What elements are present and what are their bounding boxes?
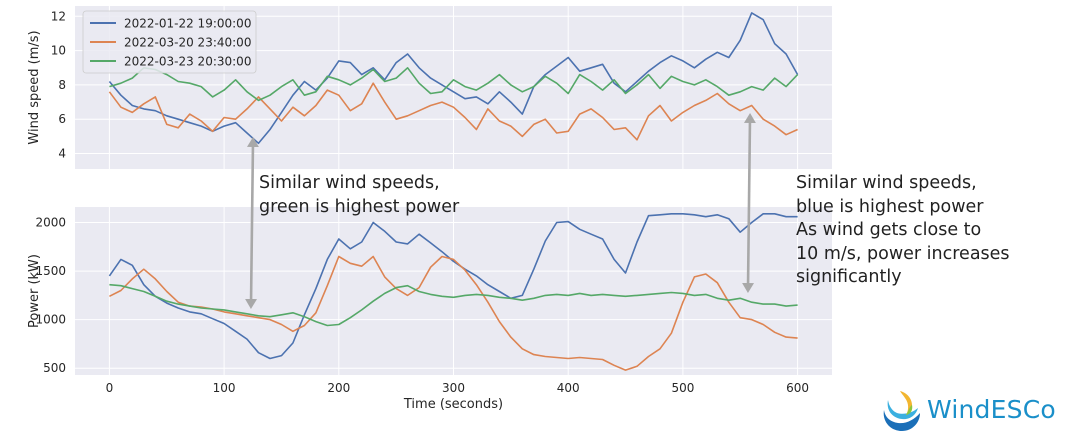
series-line-1 (108, 12, 799, 145)
logo-text: WindESCo (927, 395, 1056, 424)
x-tick-label: 600 (786, 381, 809, 395)
annotation-right: Similar wind speeds, blue is highest pow… (796, 172, 1010, 290)
y-tick-label: 12 (51, 9, 66, 23)
annotation-arrows (245, 113, 756, 309)
y-axis-label: Wind speed (m/s) (27, 30, 42, 144)
y-tick-label: 2000 (35, 216, 66, 230)
y-tick-label: 1000 (35, 313, 66, 327)
x-tick-label: 100 (213, 381, 236, 395)
y-tick-label: 500 (43, 361, 66, 375)
x-axis-label: Time (seconds) (403, 397, 503, 412)
arrow-right (742, 113, 756, 293)
annotation-right-line: As wind gets close to (796, 220, 982, 240)
y-axis-label: Power (kW) (27, 254, 42, 328)
series-line-3 (109, 283, 798, 327)
y-tick-label: 4 (58, 147, 66, 161)
x-tick-label: 200 (327, 381, 350, 395)
legend-entry: 2022-03-23 20:30:00 (124, 55, 251, 69)
series-line-3 (109, 67, 799, 102)
annotation-left-line: green is highest power (259, 196, 460, 217)
chart-panel-top: 4 6 8 10 12 Wind speed (m/s) 2022-01-22 19:00:… (27, 6, 832, 169)
annotation-right-line: blue is highest power (796, 196, 984, 217)
x-tick-label: 300 (442, 381, 465, 395)
x-tick-label: 0 (106, 381, 114, 395)
annotation-left-line: Similar wind speeds, (259, 173, 440, 193)
annotation-right-line: significantly (796, 267, 902, 287)
y-tick-label: 6 (58, 112, 66, 126)
windesco-logo: WindESCo (878, 388, 1063, 434)
series-line-2 (108, 82, 798, 141)
x-tick-label: 500 (671, 381, 694, 395)
annotation-right-line: Similar wind speeds, (796, 173, 977, 193)
annotation-left: Similar wind speeds, green is highest po… (259, 172, 459, 219)
legend-entry: 2022-03-20 23:40:00 (124, 36, 251, 50)
annotation-right-line: 10 m/s, power increases (796, 243, 1010, 264)
x-tick-label: 400 (557, 381, 580, 395)
arrow-left (245, 137, 259, 309)
series-line-1 (108, 213, 798, 360)
legend: 2022-01-22 19:00:00 2022-03-20 23:40:00 20… (82, 10, 257, 74)
y-tick-label: 8 (58, 78, 66, 92)
y-tick-label: 10 (51, 44, 66, 58)
legend-box (82, 10, 257, 74)
series-line-2 (109, 255, 798, 371)
windesco-swirl-logo-icon (883, 391, 920, 431)
y-tick-label: 1500 (35, 264, 66, 278)
legend-entry: 2022-01-22 19:00:00 (124, 17, 251, 31)
chart-panel-bottom: 500 1000 1500 2000 0 100 200 300 400 500 600 Time (… (27, 207, 832, 412)
